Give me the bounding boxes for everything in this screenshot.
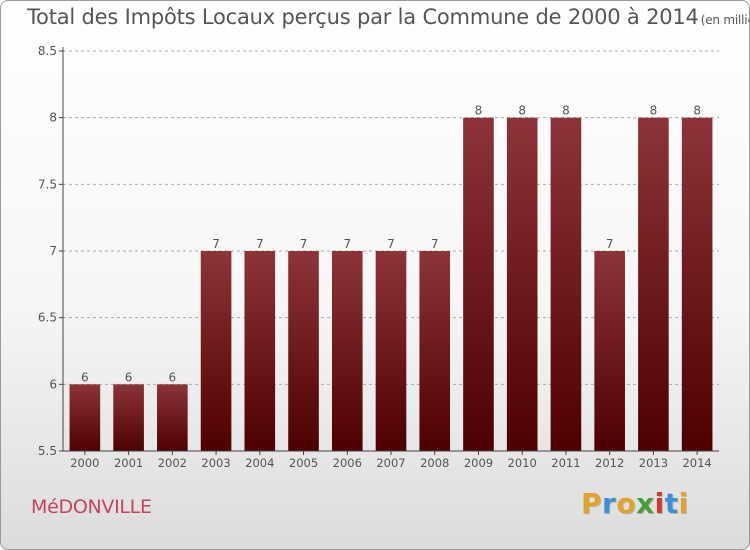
data-label-2008: 7 [431,237,439,251]
bar-2014 [681,117,713,452]
x-tick-label-2002: 2002 [158,456,187,470]
bar-2006 [331,251,363,451]
x-tick-label-2012: 2012 [595,456,624,470]
data-label-2009: 8 [475,104,483,118]
x-tick-label-2013: 2013 [639,456,668,470]
bar-2001 [113,384,144,451]
bar-2012 [594,251,625,451]
y-tick-label: 7 [49,244,57,258]
bar-2002 [157,384,188,451]
data-label-2011: 8 [562,104,570,118]
logo-letter-0: P [581,487,603,520]
bar-2005 [288,251,319,451]
y-tick-label: 8 [49,111,57,125]
axes: 5.5 6 6.5 7 7.5 8 8.5 2000 2001 2002 2003 2004 2005 2… [38,44,719,470]
logo-letter-5: t [664,487,679,520]
logo-letter-3: x [636,487,655,520]
commune-name: MéDONVILLE [31,496,152,518]
x-tick-label-2003: 2003 [201,456,230,470]
x-tick-label-2005: 2005 [289,456,318,470]
x-tick-label-2007: 2007 [376,456,405,470]
x-tick-label-2001: 2001 [114,456,143,470]
data-label-2013: 8 [650,104,658,118]
data-label-2003: 7 [212,237,220,251]
logo-letter-6: i [678,487,689,520]
bar-2004 [244,251,276,451]
bar-2003 [200,251,232,451]
data-label-2006: 7 [343,237,351,251]
x-tick-label-2009: 2009 [464,456,493,470]
x-tick-label-2008: 2008 [420,456,449,470]
chart-title-text: Total des Impôts Locaux perçus par la Co… [27,5,699,29]
bar-2009 [463,117,494,452]
data-label-2000: 6 [81,370,89,384]
chart-title: Total des Impôts Locaux perçus par la Co… [27,5,749,29]
data-labels: 6 6 6 7 7 7 7 7 7 8 8 8 7 8 8 [81,104,701,385]
data-label-2014: 8 [693,104,701,118]
data-label-2004: 7 [256,237,264,251]
bars [69,117,713,452]
bar-2011 [550,117,582,452]
chart-title-unit: (en milliers d'€) [700,13,749,27]
data-label-2012: 7 [606,237,614,251]
bar-2010 [506,117,538,452]
x-tick-label-2011: 2011 [551,456,580,470]
x-tick-label-2010: 2010 [508,456,537,470]
y-tick-label: 7.5 [38,177,57,191]
logo-letter-1: r [602,487,617,520]
x-tick-label-2014: 2014 [682,456,711,470]
data-label-2001: 6 [125,370,133,384]
y-tick-label: 6.5 [38,311,57,325]
proxiti-logo[interactable]: Proxiti [581,487,689,520]
y-tick-label: 8.5 [38,44,57,58]
logo-letter-4: i [654,487,665,520]
bar-2007 [375,251,407,451]
x-tick-label-2004: 2004 [245,456,274,470]
y-tick-label: 6 [49,377,57,391]
bar-2000 [69,384,101,451]
bar-2008 [419,251,451,451]
x-tick-label-2000: 2000 [70,456,99,470]
data-label-2005: 7 [300,237,308,251]
data-label-2002: 6 [169,370,177,384]
x-tick-label-2006: 2006 [333,456,362,470]
data-label-2010: 8 [518,104,526,118]
data-label-2007: 7 [387,237,395,251]
logo-letter-2: o [616,487,637,520]
bar-2013 [638,117,669,452]
y-tick-label: 5.5 [38,444,57,458]
